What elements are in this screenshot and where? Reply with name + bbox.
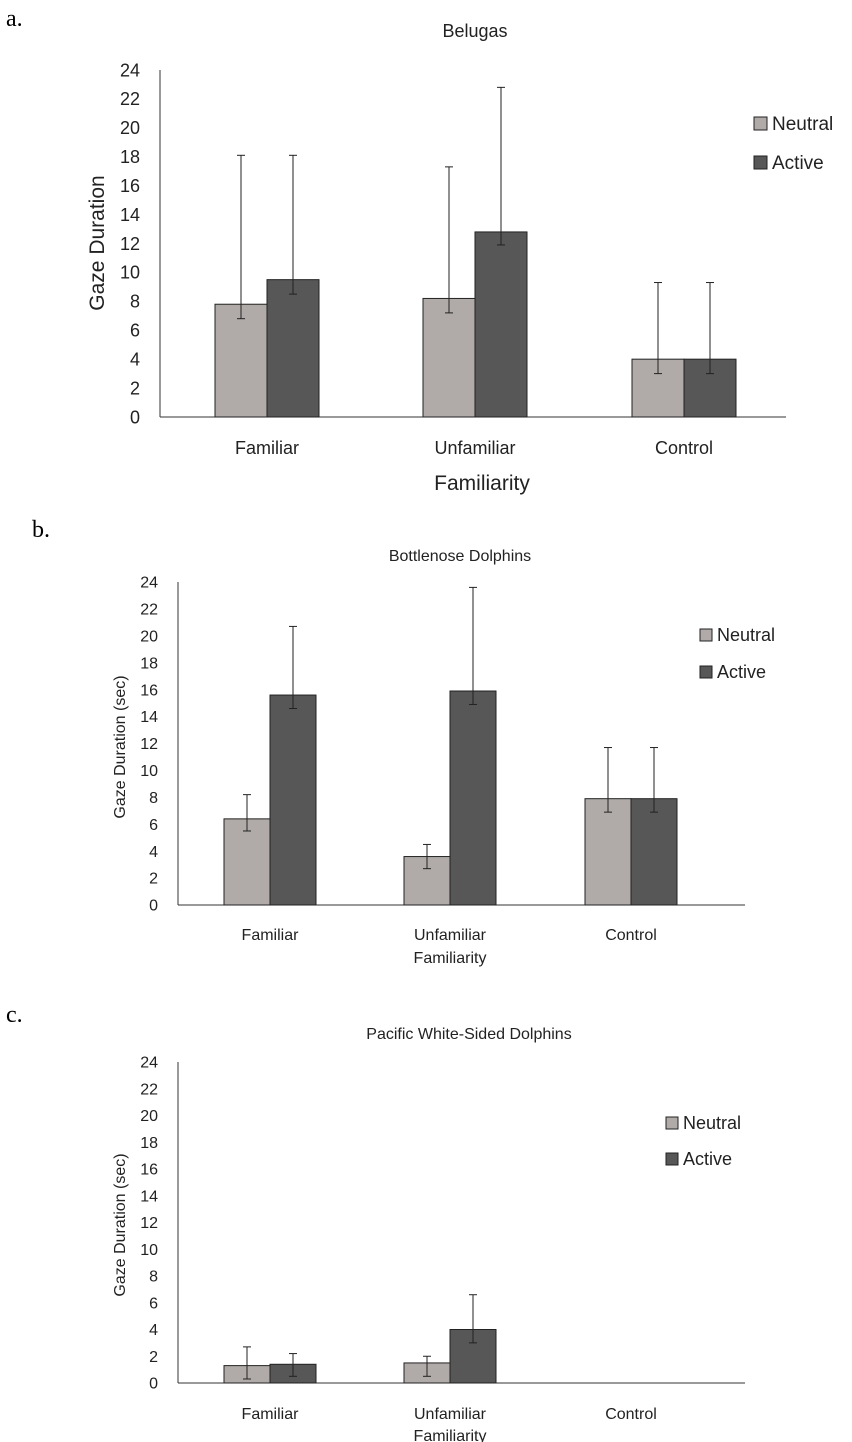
pacific-white-sided-dolphins-chart: Pacific White-Sided Dolphins024681012141… (112, 1026, 745, 1442)
y-tick-label: 12 (140, 1215, 158, 1232)
legend-swatch-neutral (753, 116, 768, 131)
y-tick-label: 14 (140, 709, 158, 726)
bottlenose-dolphins-chart: Bottlenose Dolphins024681012141618202224… (112, 548, 775, 967)
y-tick-label: 10 (120, 263, 140, 283)
y-tick-label: 8 (149, 790, 158, 807)
bar-neutral (422, 297, 476, 418)
y-tick-label: 22 (120, 89, 140, 109)
y-tick-label: 18 (140, 655, 158, 672)
y-tick-label: 12 (120, 234, 140, 254)
panel-letter-c: c. (6, 1002, 23, 1028)
y-tick-label: 24 (140, 1055, 158, 1072)
x-axis-label: Familiarity (414, 1428, 487, 1442)
legend-label-neutral: Neutral (772, 114, 833, 135)
bar-neutral (214, 303, 268, 418)
chart-title: Bottlenose Dolphins (389, 548, 531, 565)
y-tick-label: 0 (130, 407, 140, 427)
y-tick-label: 8 (149, 1269, 158, 1286)
y-tick-label: 24 (140, 575, 158, 592)
y-tick-label: 4 (149, 844, 158, 861)
y-tick-label: 2 (149, 871, 158, 888)
bar-neutral (584, 798, 632, 906)
panel-letter-a: a. (6, 6, 23, 32)
y-tick-label: 6 (149, 817, 158, 834)
x-category-label: Unfamiliar (414, 927, 487, 944)
y-tick-label: 20 (140, 628, 158, 645)
y-tick-label: 6 (149, 1295, 158, 1312)
y-axis-label: Gaze Duration (sec) (112, 1153, 129, 1296)
y-tick-label: 12 (140, 736, 158, 753)
x-category-label: Control (605, 1406, 657, 1423)
bar-active (474, 231, 528, 418)
y-tick-label: 22 (140, 602, 158, 619)
y-tick-label: 0 (149, 1376, 158, 1393)
chart-title: Belugas (442, 21, 507, 41)
legend-swatch-active (665, 1152, 679, 1166)
x-category-label: Familiar (242, 927, 300, 944)
y-tick-label: 10 (140, 763, 158, 780)
panel-letter-b: b. (32, 517, 50, 543)
legend-label-active: Active (717, 662, 766, 682)
chart-title: Pacific White-Sided Dolphins (366, 1026, 571, 1043)
x-axis-label: Familiarity (434, 472, 530, 495)
x-category-label: Unfamiliar (414, 1406, 487, 1423)
y-tick-label: 6 (130, 321, 140, 341)
bar-active (449, 690, 497, 906)
legend-swatch-active (699, 665, 713, 679)
y-axis-label: Gaze Duration (86, 175, 109, 310)
bar-active (266, 279, 320, 418)
y-tick-label: 0 (149, 898, 158, 915)
y-tick-label: 20 (120, 118, 140, 138)
y-tick-label: 22 (140, 1081, 158, 1098)
x-category-label: Control (655, 438, 713, 458)
x-category-label: Familiar (242, 1406, 300, 1423)
legend-swatch-neutral (699, 628, 713, 642)
y-tick-label: 14 (140, 1188, 158, 1205)
y-tick-label: 24 (120, 60, 140, 80)
bar-neutral (223, 818, 271, 906)
x-category-label: Unfamiliar (434, 438, 515, 458)
y-tick-label: 18 (140, 1135, 158, 1152)
legend-label-active: Active (683, 1149, 732, 1169)
legend-swatch-neutral (665, 1116, 679, 1130)
y-tick-label: 16 (120, 176, 140, 196)
y-tick-label: 18 (120, 147, 140, 167)
y-tick-label: 20 (140, 1108, 158, 1125)
legend-swatch-active (753, 155, 768, 170)
y-tick-label: 4 (130, 349, 140, 369)
bar-active (269, 694, 317, 906)
x-category-label: Familiar (235, 438, 299, 458)
y-tick-label: 16 (140, 1162, 158, 1179)
legend-label-active: Active (772, 153, 824, 174)
y-tick-label: 8 (130, 292, 140, 312)
y-tick-label: 10 (140, 1242, 158, 1259)
y-tick-label: 2 (149, 1349, 158, 1366)
x-axis-label: Familiarity (414, 950, 487, 967)
bar-active (630, 798, 678, 906)
legend-label-neutral: Neutral (683, 1113, 741, 1133)
x-category-label: Control (605, 927, 657, 944)
y-tick-label: 14 (120, 205, 140, 225)
legend-label-neutral: Neutral (717, 625, 775, 645)
y-tick-label: 2 (130, 378, 140, 398)
y-axis-label: Gaze Duration (sec) (112, 675, 129, 818)
y-tick-label: 4 (149, 1322, 158, 1339)
y-tick-label: 16 (140, 682, 158, 699)
